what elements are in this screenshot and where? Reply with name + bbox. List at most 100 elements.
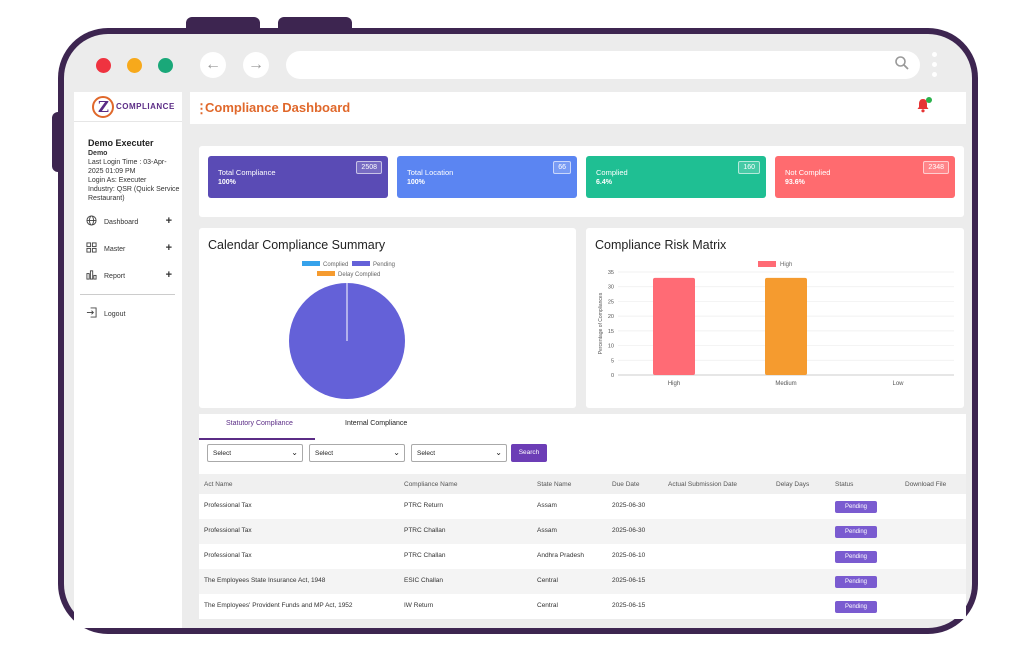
sidebar-item-dashboard[interactable]: Dashboard + [86, 215, 172, 231]
tab-statutory-compliance[interactable]: Statutory Compliance [226, 420, 293, 427]
cell-compliance-name: PTRC Return [404, 502, 444, 509]
tab-internal-compliance[interactable]: Internal Compliance [345, 420, 408, 427]
bar-chart-icon [86, 270, 97, 280]
app-logo[interactable]: Z COMPLIANCE [74, 92, 182, 122]
legend-label: Pending [373, 262, 395, 268]
status-badge: Pending [835, 601, 877, 613]
top-header [190, 92, 966, 124]
cell-state-name: Assam [537, 502, 557, 509]
sidebar-item-label: Dashboard [104, 219, 139, 226]
summary-card[interactable]: Total Compliance 100% 2508 [208, 156, 388, 198]
browser-menu-icon[interactable] [932, 52, 938, 82]
cell-act-name: Professional Tax [204, 502, 252, 509]
legend-label: Delay Complied [338, 272, 380, 278]
cell-state-name: Andhra Pradesh [537, 552, 584, 559]
summary-card[interactable]: Complied 6.4% 160 [586, 156, 766, 198]
industry: Industry: QSR (Quick Service Restaurant) [88, 186, 180, 202]
col-actual-submission-date: Actual Submission Date [668, 481, 738, 488]
minimize-window-dot[interactable] [127, 58, 142, 73]
user-info: Demo Executer Demo Last Login Time : 03-… [88, 138, 180, 203]
sidebar-item-master[interactable]: Master + [86, 242, 172, 258]
cell-act-name: The Employees' Provident Funds and MP Ac… [204, 602, 353, 609]
last-login: Last Login Time : 03-Apr-2025 01:09 PM [88, 159, 167, 175]
bell-icon[interactable] [916, 98, 930, 113]
logo-text: COMPLIANCE [116, 102, 175, 111]
notification-dot [926, 97, 932, 103]
login-as: Login As: Executer [88, 177, 147, 184]
cell-due-date: 2025-06-15 [612, 602, 646, 609]
cell-state-name: Central [537, 577, 558, 584]
legend-swatch [302, 261, 320, 266]
card-label: Complied [596, 168, 628, 177]
expand-icon[interactable]: + [165, 269, 172, 281]
address-bar[interactable] [286, 51, 920, 79]
card-percent: 93.6% [785, 179, 805, 186]
summary-card[interactable]: Total Location 100% 66 [397, 156, 577, 198]
legend-swatch [758, 261, 776, 267]
arrow-left-icon: ← [205, 56, 221, 73]
y-tick-label: 30 [608, 285, 614, 291]
back-button[interactable]: ← [200, 52, 226, 78]
y-tick-label: 15 [608, 329, 614, 335]
kebab-icon[interactable]: ⋮ [195, 101, 208, 116]
bar[interactable] [765, 277, 807, 375]
card-count-badge: 160 [738, 161, 760, 174]
bar[interactable] [653, 277, 695, 375]
card-label: Total Compliance [218, 168, 276, 177]
status-badge: Pending [835, 551, 877, 563]
status-badge: Pending [835, 576, 877, 588]
expand-icon[interactable]: + [165, 215, 172, 227]
sidebar-item-report[interactable]: Report + [86, 269, 172, 285]
maximize-window-dot[interactable] [158, 58, 173, 73]
search-button[interactable]: Search [511, 444, 547, 462]
menu-divider [80, 294, 175, 295]
y-tick-label: 35 [608, 270, 614, 276]
card-percent: 100% [407, 179, 425, 186]
col-delay-days: Delay Days [776, 481, 810, 488]
cell-compliance-name: PTRC Challan [404, 527, 446, 534]
card-percent: 100% [218, 179, 236, 186]
card-count-badge: 66 [553, 161, 571, 174]
y-tick-label: 25 [608, 299, 614, 305]
expand-icon[interactable]: + [165, 242, 172, 254]
user-subname: Demo [88, 150, 108, 157]
filter-select-2[interactable]: Select ⌄ [309, 444, 405, 462]
logout-icon [86, 307, 97, 318]
arrow-right-icon: → [248, 56, 264, 73]
sidebar-item-label: Report [104, 273, 126, 280]
close-window-dot[interactable] [96, 58, 111, 73]
cell-state-name: Assam [537, 527, 557, 534]
sidebar-item-logout[interactable]: Logout [86, 307, 172, 323]
calendar-summary-title: Calendar Compliance Summary [208, 238, 386, 252]
cell-compliance-name: PTRC Challan [404, 552, 446, 559]
summary-card[interactable]: Not Complied 93.6% 2348 [775, 156, 955, 198]
col-due-date: Due Date [612, 481, 640, 488]
card-label: Not Complied [785, 168, 831, 177]
legend-swatch [352, 261, 370, 266]
chevron-down-icon: ⌄ [393, 448, 400, 457]
y-tick-label: 20 [608, 314, 614, 320]
y-tick-label: 10 [608, 344, 614, 350]
filter-select-1[interactable]: Select ⌄ [207, 444, 303, 462]
y-tick-label: 0 [611, 373, 614, 379]
status-badge: Pending [835, 501, 877, 513]
col-state-name: State Name [537, 481, 572, 488]
x-tick-label: High [668, 381, 680, 387]
table-header [199, 474, 966, 494]
cell-compliance-name: ESIC Challan [404, 577, 444, 584]
logo-mark [92, 96, 114, 118]
card-percent: 6.4% [596, 179, 612, 186]
filter-select-3[interactable]: Select ⌄ [411, 444, 507, 462]
user-name: Demo Executer [88, 138, 154, 148]
status-badge: Pending [835, 526, 877, 538]
cell-due-date: 2025-06-30 [612, 502, 646, 509]
calendar-summary-chart: Complied Pending Delay Complied [289, 261, 405, 399]
col-download-file: Download File [905, 481, 947, 488]
card-label: Total Location [407, 168, 454, 177]
y-tick-label: 5 [611, 358, 614, 364]
forward-button[interactable]: → [243, 52, 269, 78]
cell-due-date: 2025-06-30 [612, 527, 646, 534]
legend-swatch [317, 271, 335, 276]
legend-label: High [780, 262, 792, 268]
risk-matrix-title: Compliance Risk Matrix [595, 238, 727, 252]
